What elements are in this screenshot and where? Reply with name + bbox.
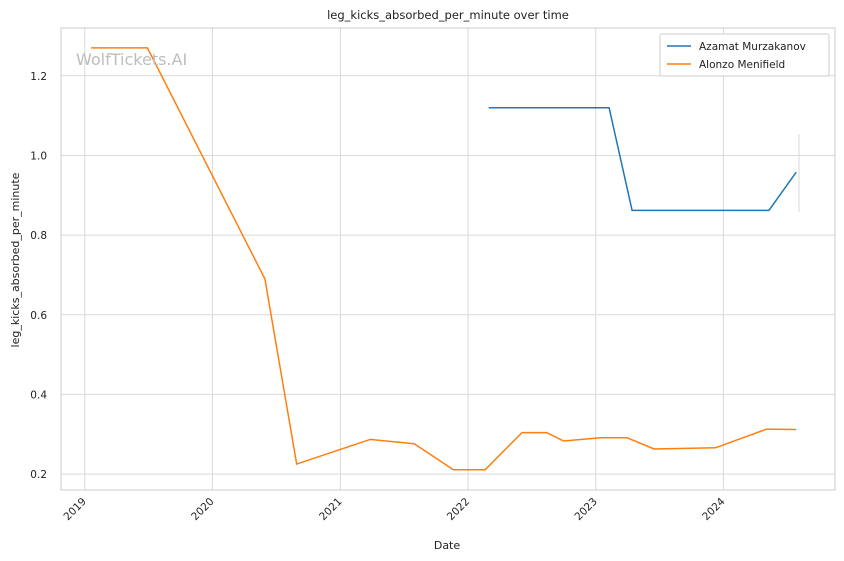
y-tick-label: 0.6 (30, 310, 47, 322)
x-axis-label: Date (434, 539, 461, 552)
plot-area-frame (60, 27, 836, 491)
y-tick-label: 0.8 (30, 230, 47, 242)
y-tick-label: 1.0 (30, 150, 47, 162)
y-tick-label: 0.4 (30, 389, 47, 401)
chart-title: leg_kicks_absorbed_per_minute over time (327, 8, 569, 22)
series-line-alonzo-menifield (91, 47, 797, 471)
y-tick-label: 1.2 (30, 71, 47, 83)
legend-box (659, 33, 830, 77)
y-tick-labels: 0.2 0.4 0.6 0.8 1.0 1.2 (30, 71, 47, 481)
watermark: WolfTickets.AI (76, 50, 187, 69)
y-tick-label: 0.2 (30, 469, 47, 481)
series-layer (91, 47, 797, 471)
legend: Azamat Murzakanov Alonzo Menifield (659, 33, 830, 77)
legend-label: Azamat Murzakanov (699, 41, 806, 53)
y-axis-label: leg_kicks_absorbed_per_minute (9, 172, 22, 347)
series-line-azamat-murzakanov (488, 106, 797, 212)
grid-lines (61, 28, 835, 490)
legend-label: Alonzo Menifield (699, 59, 785, 71)
